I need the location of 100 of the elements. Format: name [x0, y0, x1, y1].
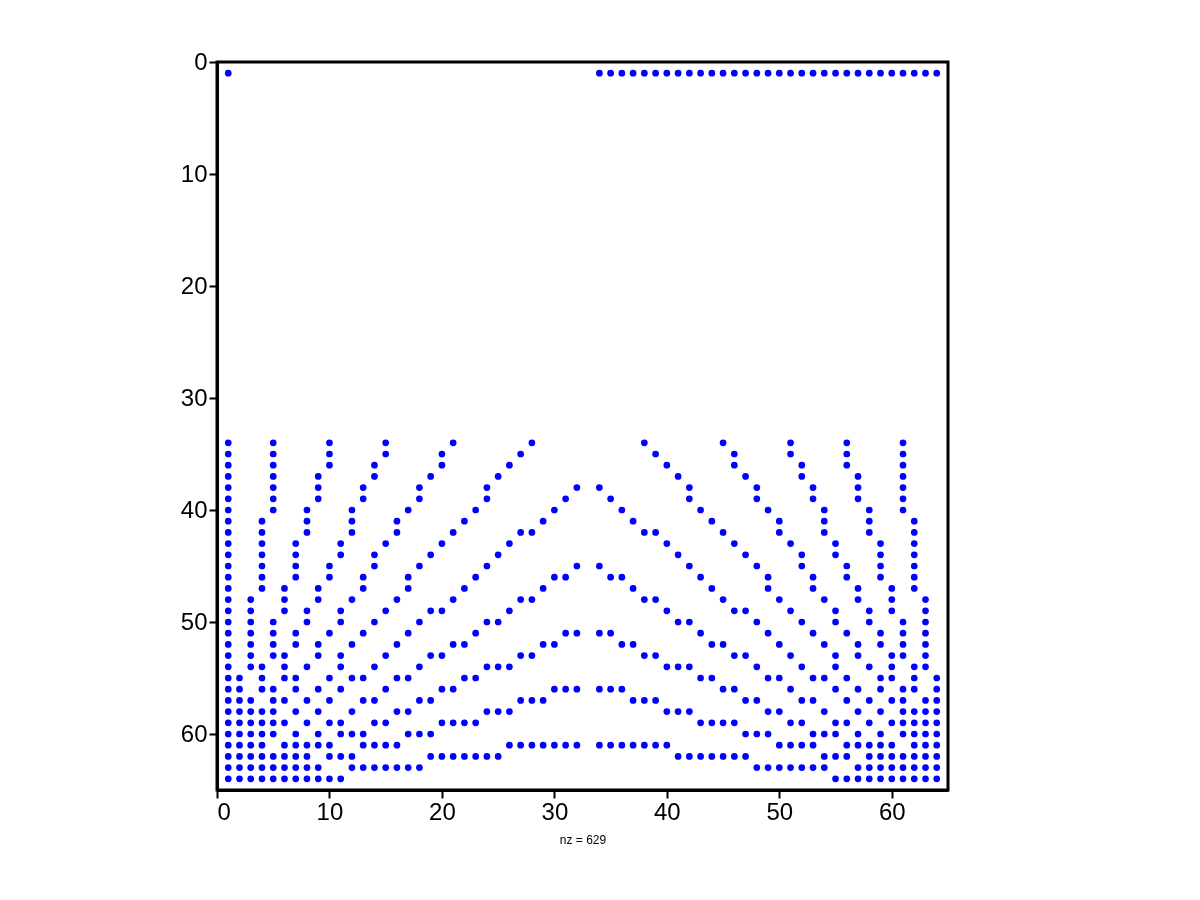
- point: [359, 573, 367, 581]
- point: [809, 730, 817, 738]
- point: [910, 573, 918, 581]
- point: [224, 753, 232, 760]
- point: [843, 629, 851, 637]
- point: [393, 708, 401, 715]
- point: [326, 450, 333, 458]
- point: [314, 708, 322, 715]
- point: [247, 708, 255, 715]
- point: [742, 697, 749, 704]
- point: [292, 562, 300, 570]
- point: [843, 674, 851, 682]
- point: [427, 473, 435, 480]
- point: [258, 540, 266, 547]
- point: [910, 730, 918, 738]
- point: [865, 775, 873, 783]
- point: [562, 495, 569, 503]
- point: [517, 697, 524, 704]
- point: [742, 607, 749, 615]
- point: [674, 551, 682, 559]
- point: [247, 663, 255, 671]
- point: [337, 607, 345, 615]
- point: [922, 607, 929, 615]
- point: [292, 730, 300, 738]
- point: [596, 685, 603, 693]
- point: [596, 629, 603, 637]
- point: [832, 775, 839, 783]
- point: [539, 517, 547, 525]
- point: [933, 775, 941, 783]
- point: [573, 685, 581, 693]
- point: [404, 573, 412, 581]
- point: [787, 540, 794, 547]
- point: [573, 484, 581, 491]
- point: [798, 741, 806, 749]
- point: [472, 753, 480, 760]
- point: [269, 652, 277, 659]
- point: [820, 708, 828, 715]
- point: [629, 741, 637, 749]
- point: [224, 551, 232, 559]
- point: [281, 775, 288, 783]
- point: [820, 674, 828, 682]
- point: [314, 495, 322, 503]
- point: [258, 730, 266, 738]
- point: [224, 764, 232, 771]
- point: [247, 775, 255, 783]
- point: [348, 730, 356, 738]
- point: [641, 439, 648, 447]
- point: [596, 741, 603, 749]
- point: [843, 775, 851, 783]
- point: [787, 719, 794, 727]
- point: [359, 764, 367, 771]
- point: [607, 685, 614, 693]
- point: [281, 741, 288, 749]
- point: [438, 753, 446, 760]
- point: [326, 741, 333, 749]
- point: [787, 69, 794, 77]
- y-tick-label: 10: [180, 159, 208, 187]
- point: [494, 618, 502, 626]
- point: [877, 764, 884, 771]
- point: [461, 753, 468, 760]
- point: [708, 69, 716, 77]
- point: [371, 618, 378, 626]
- point: [269, 775, 277, 783]
- point: [404, 585, 412, 592]
- point: [753, 495, 761, 503]
- point: [247, 764, 255, 771]
- point: [326, 674, 333, 682]
- point: [753, 730, 761, 738]
- point: [832, 618, 839, 626]
- point: [292, 629, 300, 637]
- point: [877, 573, 884, 581]
- point: [922, 652, 929, 659]
- point: [461, 641, 468, 648]
- point: [337, 730, 345, 738]
- point: [224, 439, 232, 447]
- point: [337, 540, 345, 547]
- point: [281, 674, 288, 682]
- point: [258, 674, 266, 682]
- point: [865, 529, 873, 536]
- y-tick-label: 30: [180, 383, 208, 411]
- point: [269, 697, 277, 704]
- point: [224, 540, 232, 547]
- point: [236, 674, 243, 682]
- point: [292, 573, 300, 581]
- point: [899, 753, 907, 760]
- point: [269, 629, 277, 637]
- point: [551, 685, 558, 693]
- point: [798, 719, 806, 727]
- point: [393, 529, 401, 536]
- point: [697, 719, 704, 727]
- point: [224, 506, 232, 514]
- point: [224, 708, 232, 715]
- point: [742, 69, 749, 77]
- point: [888, 663, 896, 671]
- point: [865, 719, 873, 727]
- point: [303, 741, 311, 749]
- point: [899, 730, 907, 738]
- point: [708, 674, 716, 682]
- point: [427, 551, 435, 559]
- point: [236, 741, 243, 749]
